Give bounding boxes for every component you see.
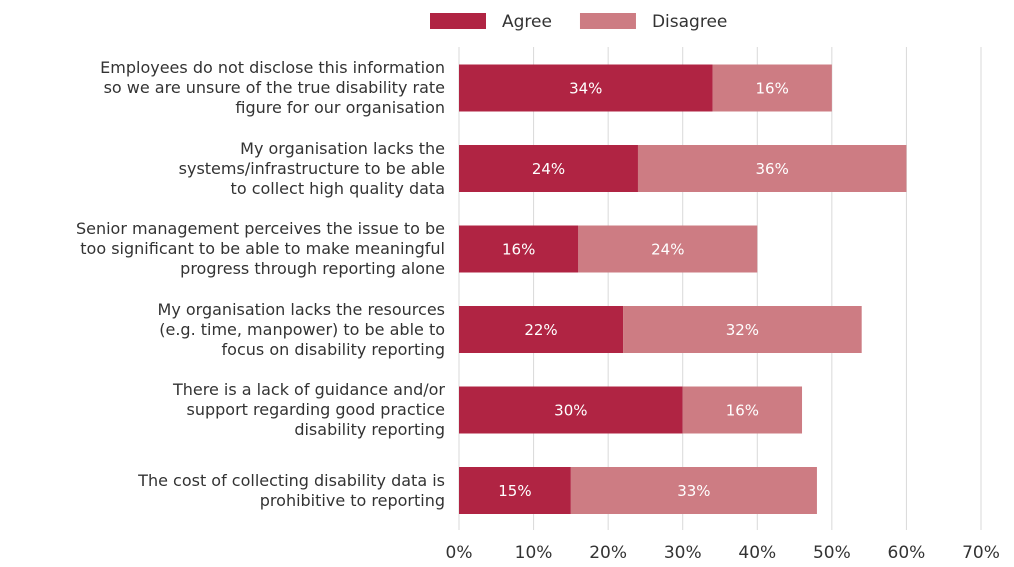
data-label: 33% — [677, 482, 710, 500]
category-label: My organisation lacks the resources (e.g… — [157, 299, 445, 359]
data-label: 36% — [756, 160, 789, 178]
category-label: Senior management perceives the issue to… — [75, 219, 445, 278]
category-label: There is a lack of guidance and/or suppo… — [172, 380, 445, 439]
data-label: 16% — [756, 80, 789, 98]
x-tick-label: 10% — [515, 543, 553, 563]
legend-swatch — [579, 13, 636, 29]
x-tick-label: 70% — [962, 543, 1000, 563]
legend-label: Disagree — [652, 12, 727, 32]
bar-segment — [459, 467, 571, 514]
x-tick-label: 50% — [813, 543, 851, 563]
x-tick-label: 60% — [888, 543, 926, 563]
bar-segment — [459, 64, 713, 112]
bar-segment — [459, 386, 683, 434]
data-label: 24% — [532, 160, 565, 178]
x-tick-label: 30% — [664, 543, 702, 563]
bar-segment — [570, 467, 817, 514]
bar-segment — [637, 145, 907, 192]
data-label: 16% — [502, 241, 535, 259]
data-label: 24% — [651, 241, 684, 259]
category-label: My organisation lacks the systems/infras… — [178, 138, 445, 198]
bar-segment — [459, 306, 624, 353]
data-label: 30% — [554, 402, 587, 420]
x-tick-label: 0% — [446, 543, 473, 563]
bar-segment — [623, 306, 862, 353]
legend-label: Agree — [502, 12, 552, 32]
bar-segment — [578, 225, 758, 273]
x-tick-label: 40% — [738, 543, 776, 563]
category-label: Employees do not disclose this informati… — [100, 58, 445, 117]
x-tick-label: 20% — [589, 543, 627, 563]
data-label: 15% — [498, 482, 531, 500]
category-label: The cost of collecting disability data i… — [138, 470, 445, 510]
data-label: 22% — [524, 321, 557, 339]
bar-segment — [459, 225, 579, 273]
data-label: 34% — [569, 80, 602, 98]
legend-swatch — [430, 13, 486, 29]
bar-segment — [682, 386, 803, 434]
bar-segment — [459, 145, 638, 192]
bar-segment — [712, 64, 832, 112]
data-label: 16% — [726, 402, 759, 420]
data-label: 32% — [726, 321, 759, 339]
